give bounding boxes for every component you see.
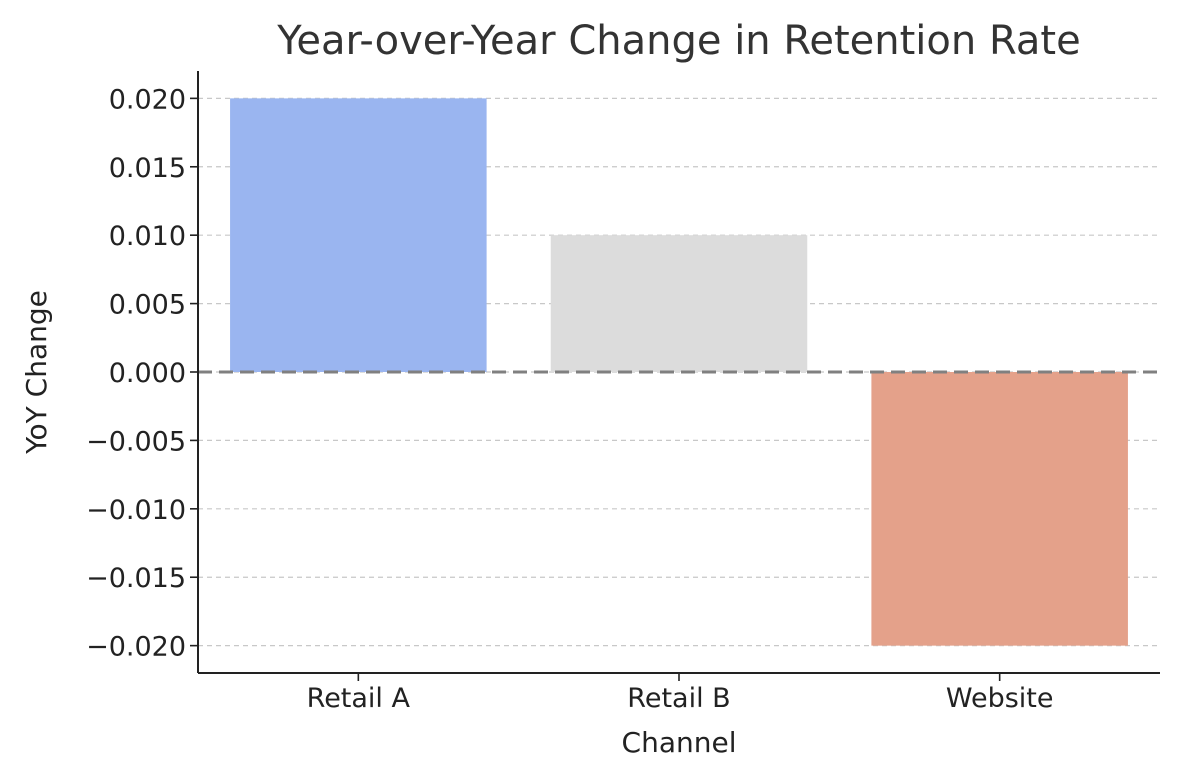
x-tick-label: Website xyxy=(946,683,1054,714)
bar-retail-b xyxy=(550,235,808,372)
y-axis-ticks: 0.020 0.015 0.010 0.005 0.000 −0.005 −0.010 −0.… xyxy=(86,84,198,663)
y-tick-label: 0.000 xyxy=(109,358,186,389)
y-tick-label: 0.005 xyxy=(109,290,186,321)
chart-title: Year-over-Year Change in Retention Rate xyxy=(276,18,1080,64)
bars xyxy=(230,98,1128,646)
x-tick-label: Retail B xyxy=(627,683,730,714)
y-tick-label: −0.015 xyxy=(86,563,186,594)
bar-retail-a xyxy=(230,98,487,372)
y-tick-label: 0.015 xyxy=(109,153,186,184)
x-axis-ticks: Retail A Retail B Website xyxy=(307,673,1054,714)
bar-website xyxy=(871,372,1128,646)
y-tick-label: 0.010 xyxy=(109,221,186,252)
x-axis-label: Channel xyxy=(622,726,737,759)
x-tick-label: Retail A xyxy=(307,683,411,714)
y-tick-label: −0.020 xyxy=(86,632,186,663)
y-axis-label: YoY Change xyxy=(20,290,53,455)
y-tick-label: −0.010 xyxy=(86,495,186,526)
y-tick-label: 0.020 xyxy=(109,84,186,115)
y-tick-label: −0.005 xyxy=(86,426,186,457)
